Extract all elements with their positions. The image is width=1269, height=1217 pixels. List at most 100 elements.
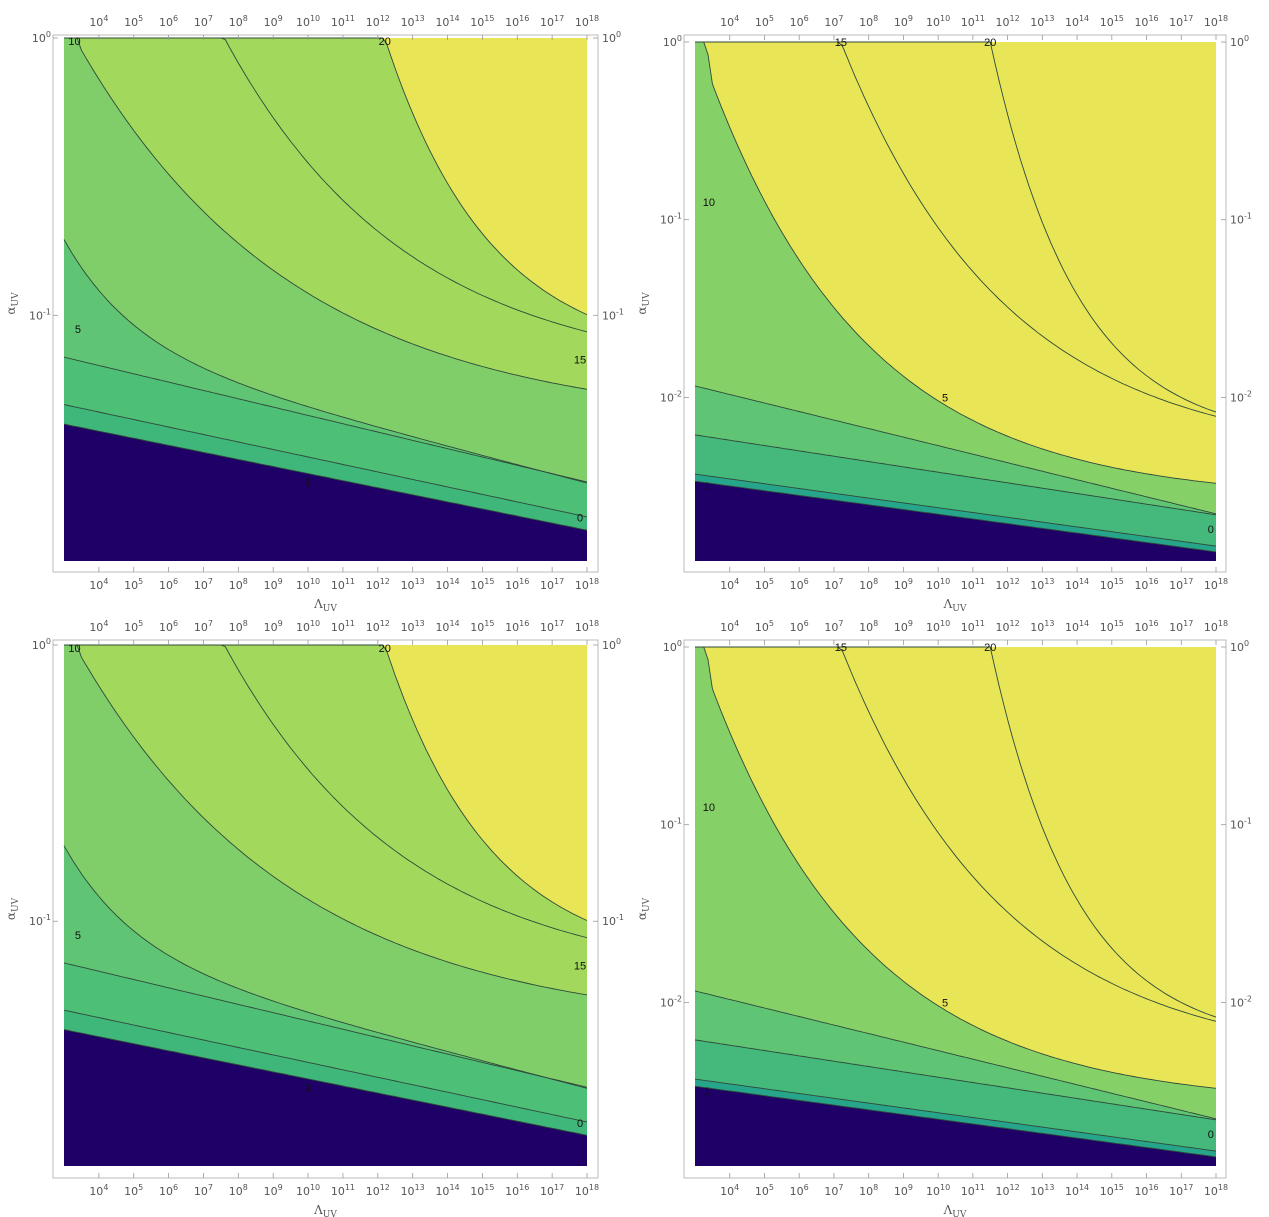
x-tick-label: 105 bbox=[755, 619, 774, 634]
x-tick-label: 109 bbox=[264, 619, 283, 634]
contour-label: 10 bbox=[703, 802, 715, 814]
x-tick-label: 106 bbox=[790, 577, 809, 592]
x-tick-label: 108 bbox=[859, 1183, 878, 1198]
x-tick-label: 109 bbox=[264, 577, 283, 592]
x-tick-label: 105 bbox=[755, 1183, 774, 1198]
x-tick-label: 1018 bbox=[1204, 14, 1228, 29]
x-tick-label: 1012 bbox=[996, 1183, 1020, 1198]
x-tick-label: 1017 bbox=[540, 577, 564, 592]
x-tick-label: 1018 bbox=[1204, 619, 1228, 634]
x-tick-label: 1017 bbox=[540, 619, 564, 634]
y-tick-label: 10-2 bbox=[660, 389, 682, 404]
x-tick-label: 107 bbox=[194, 1183, 213, 1198]
contour-line-5 bbox=[63, 239, 588, 484]
x-tick-label: 1013 bbox=[401, 1183, 425, 1198]
x-tick-label: 106 bbox=[790, 1183, 809, 1198]
contour-line-1 bbox=[63, 1009, 588, 1123]
contour-line-1 bbox=[694, 473, 1217, 547]
x-tick-label: 1010 bbox=[926, 1183, 950, 1198]
y-axis-title: αUV bbox=[4, 897, 21, 920]
x-tick-label: 1014 bbox=[435, 619, 459, 634]
x-tick-label: 1015 bbox=[1100, 577, 1124, 592]
contour-line-10 bbox=[695, 646, 1217, 1089]
x-tick-label: 1012 bbox=[996, 619, 1020, 634]
contour-label: 1 bbox=[305, 477, 311, 489]
x-tick-label: 108 bbox=[859, 577, 878, 592]
x-tick-label: 109 bbox=[894, 1183, 913, 1198]
x-tick-label: 1015 bbox=[470, 1183, 494, 1198]
x-tick-label: 108 bbox=[229, 577, 248, 592]
x-tick-label: 105 bbox=[124, 619, 143, 634]
y-tick-label: 10-2 bbox=[660, 994, 682, 1009]
y-axis-title: αUV bbox=[4, 292, 21, 315]
contour-line-10 bbox=[64, 37, 588, 390]
x-tick-label: 1014 bbox=[435, 14, 459, 29]
x-tick-label: 106 bbox=[159, 14, 178, 29]
x-tick-label: 108 bbox=[859, 619, 878, 634]
contour-line-20 bbox=[695, 646, 1217, 1018]
contour-line-20 bbox=[695, 41, 1217, 413]
x-tick-label: 109 bbox=[894, 577, 913, 592]
x-tick-label: 1011 bbox=[331, 14, 355, 29]
x-tick-label: 107 bbox=[824, 14, 843, 29]
x-tick-label: 107 bbox=[194, 14, 213, 29]
x-tick-label: 1015 bbox=[470, 619, 494, 634]
x-tick-label: 1017 bbox=[1169, 1183, 1193, 1198]
contour-line-0 bbox=[694, 1085, 1217, 1158]
x-tick-label: 1017 bbox=[1169, 577, 1193, 592]
y-tick-label: 100 bbox=[602, 30, 621, 45]
x-tick-label: 104 bbox=[720, 14, 739, 29]
x-tick-label: 104 bbox=[89, 14, 108, 29]
contour-line-5 bbox=[694, 434, 1217, 516]
y-tick-label: 100 bbox=[32, 637, 51, 652]
x-tick-label: 109 bbox=[264, 14, 283, 29]
contour-label: 0 bbox=[1208, 1129, 1214, 1141]
x-tick-label: 1017 bbox=[1169, 14, 1193, 29]
y-tick-label: 10-1 bbox=[29, 913, 51, 928]
contour-line-5 bbox=[694, 1039, 1217, 1121]
contour-line-20 bbox=[64, 37, 588, 316]
x-tick-label: 1010 bbox=[296, 14, 320, 29]
y-tick-label: 100 bbox=[1230, 639, 1249, 654]
y-tick-label: 10-1 bbox=[602, 307, 624, 322]
contour-label: 10 bbox=[68, 643, 80, 655]
region-0 bbox=[695, 1086, 1216, 1166]
x-axis-title: ΛUV bbox=[313, 1203, 337, 1217]
x-tick-label: 1011 bbox=[961, 577, 985, 592]
x-tick-label: 1016 bbox=[1134, 619, 1158, 634]
x-tick-label: 108 bbox=[229, 14, 248, 29]
contour-line-1 bbox=[63, 404, 588, 518]
x-tick-label: 1014 bbox=[1065, 14, 1089, 29]
contour-line-1b bbox=[63, 962, 588, 1088]
contour-label: 0 bbox=[577, 513, 583, 525]
contour-line-10 bbox=[64, 644, 588, 996]
x-tick-label: 1013 bbox=[1030, 577, 1054, 592]
x-tick-label: 105 bbox=[755, 577, 774, 592]
contour-line-5b bbox=[694, 990, 1217, 1120]
x-tick-label: 1010 bbox=[926, 577, 950, 592]
x-tick-label: 104 bbox=[720, 577, 739, 592]
x-tick-label: 105 bbox=[124, 14, 143, 29]
x-tick-label: 1012 bbox=[366, 619, 390, 634]
y-tick-label: 10-1 bbox=[602, 913, 624, 928]
x-tick-label: 1018 bbox=[575, 14, 599, 29]
y-tick-label: 10-2 bbox=[1230, 389, 1252, 404]
x-tick-label: 1012 bbox=[996, 14, 1020, 29]
contour-label: 0 bbox=[1208, 524, 1214, 536]
contour-line-10 bbox=[695, 41, 1217, 484]
x-tick-label: 106 bbox=[790, 14, 809, 29]
y-tick-label: 100 bbox=[663, 639, 682, 654]
region-0 bbox=[64, 424, 587, 561]
x-tick-label: 1013 bbox=[401, 577, 425, 592]
contour-line-20 bbox=[64, 644, 588, 921]
x-tick-label: 1011 bbox=[331, 577, 355, 592]
x-tick-label: 1012 bbox=[366, 1183, 390, 1198]
x-tick-label: 109 bbox=[894, 14, 913, 29]
contour-label: 15 bbox=[835, 642, 847, 654]
x-tick-label: 1014 bbox=[435, 577, 459, 592]
x-tick-label: 108 bbox=[859, 14, 878, 29]
x-axis-title: ΛUV bbox=[943, 1203, 967, 1217]
x-tick-label: 1015 bbox=[1100, 14, 1124, 29]
x-tick-label: 1017 bbox=[540, 1183, 564, 1198]
y-tick-label: 10-1 bbox=[660, 212, 682, 227]
